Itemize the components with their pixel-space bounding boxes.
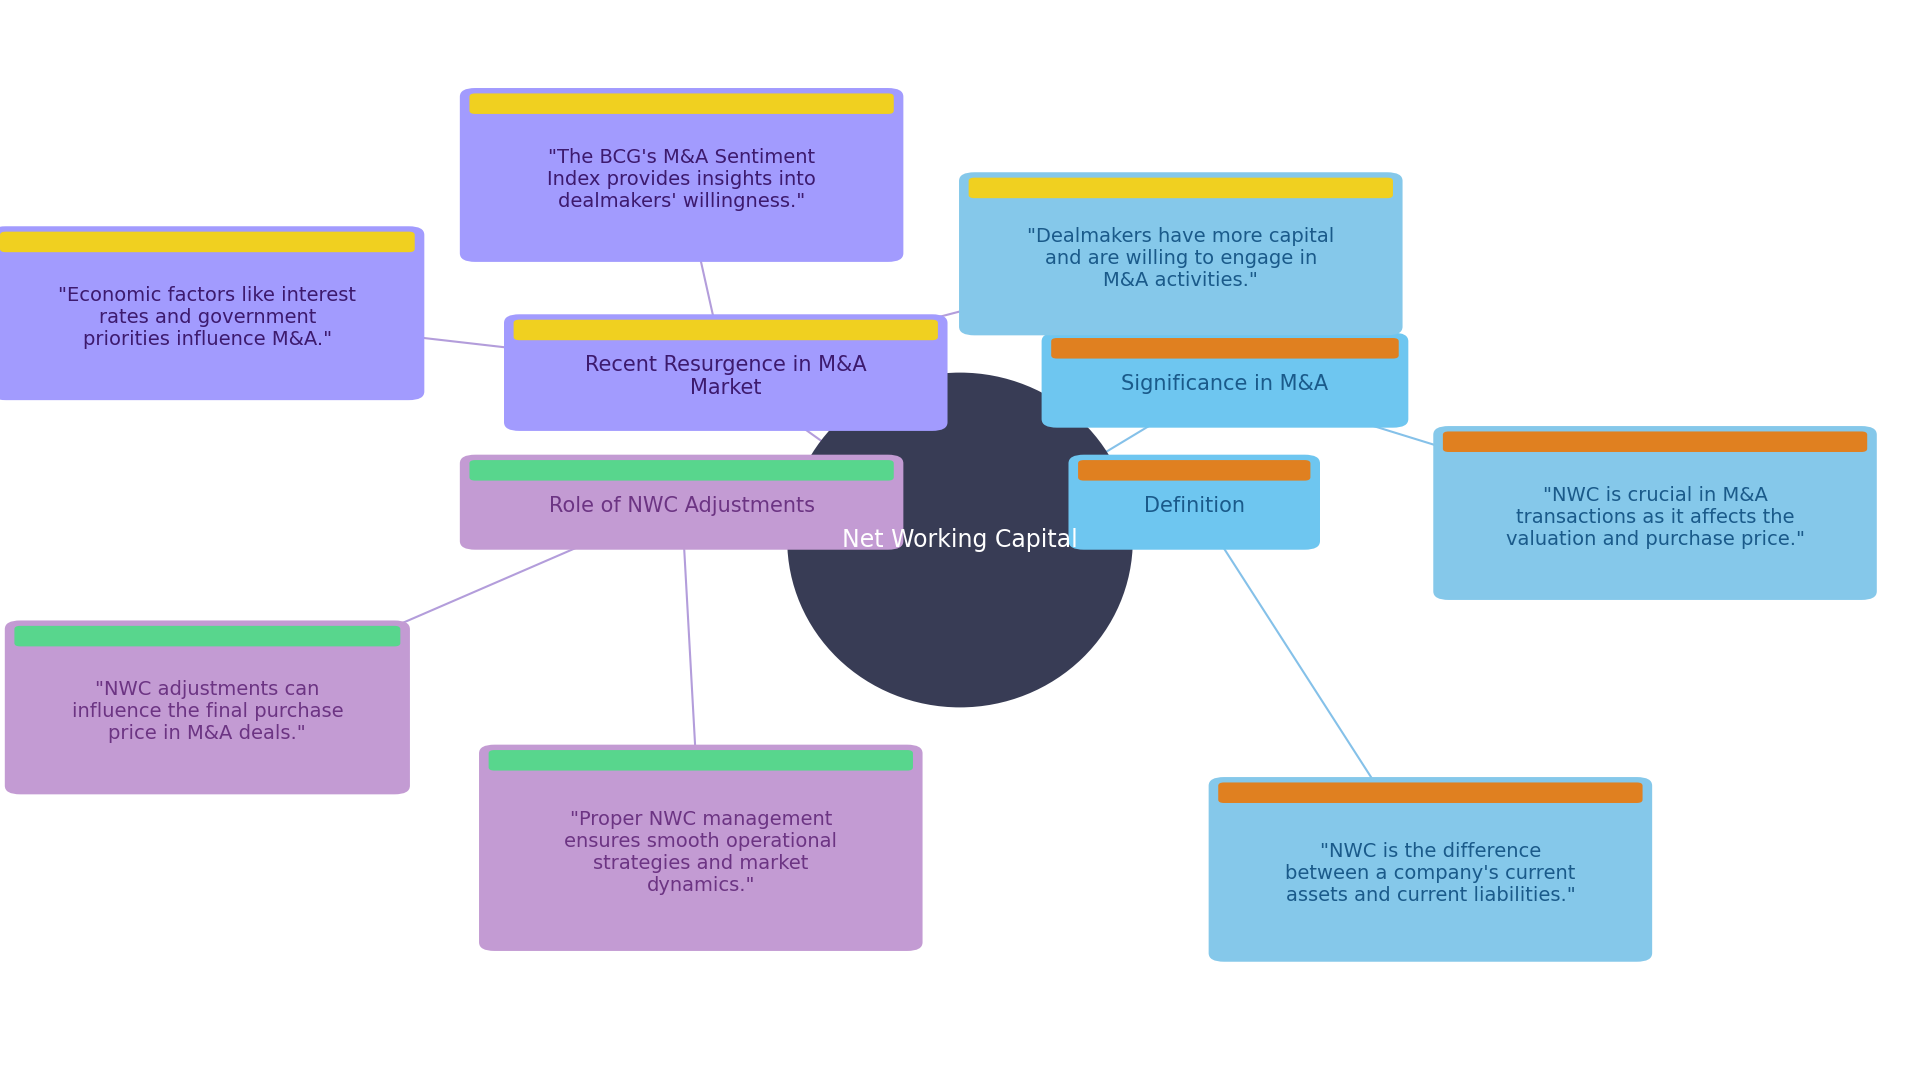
- FancyBboxPatch shape: [461, 455, 902, 550]
- Text: Significance in M&A: Significance in M&A: [1121, 375, 1329, 394]
- FancyBboxPatch shape: [4, 620, 411, 795]
- FancyBboxPatch shape: [13, 626, 401, 646]
- FancyBboxPatch shape: [461, 89, 902, 262]
- FancyBboxPatch shape: [0, 232, 415, 253]
- Text: Recent Resurgence in M&A
Market: Recent Resurgence in M&A Market: [586, 355, 866, 399]
- Text: "NWC is the difference
between a company's current
assets and current liabilitie: "NWC is the difference between a company…: [1284, 842, 1576, 905]
- FancyBboxPatch shape: [503, 314, 948, 431]
- FancyBboxPatch shape: [480, 745, 922, 950]
- FancyBboxPatch shape: [1052, 338, 1398, 359]
- FancyBboxPatch shape: [1432, 427, 1876, 600]
- FancyBboxPatch shape: [468, 94, 893, 114]
- FancyBboxPatch shape: [0, 226, 424, 401]
- FancyBboxPatch shape: [488, 750, 914, 771]
- Text: "The BCG's M&A Sentiment
Index provides insights into
dealmakers' willingness.": "The BCG's M&A Sentiment Index provides …: [547, 148, 816, 211]
- FancyBboxPatch shape: [515, 320, 939, 340]
- FancyBboxPatch shape: [1068, 455, 1321, 550]
- Text: "Dealmakers have more capital
and are willing to engage in
M&A activities.": "Dealmakers have more capital and are wi…: [1027, 227, 1334, 289]
- FancyBboxPatch shape: [1041, 333, 1409, 428]
- FancyBboxPatch shape: [1079, 460, 1309, 481]
- FancyBboxPatch shape: [1210, 778, 1651, 961]
- FancyBboxPatch shape: [968, 177, 1392, 198]
- Text: Definition: Definition: [1144, 497, 1244, 516]
- FancyBboxPatch shape: [1217, 782, 1642, 804]
- FancyBboxPatch shape: [958, 172, 1402, 335]
- Text: "NWC adjustments can
influence the final purchase
price in M&A deals.": "NWC adjustments can influence the final…: [71, 680, 344, 743]
- Text: "Economic factors like interest
rates and government
priorities influence M&A.": "Economic factors like interest rates an…: [58, 286, 357, 349]
- Text: Role of NWC Adjustments: Role of NWC Adjustments: [549, 497, 814, 516]
- FancyBboxPatch shape: [1444, 431, 1866, 451]
- Text: "NWC is crucial in M&A
transactions as it affects the
valuation and purchase pri: "NWC is crucial in M&A transactions as i…: [1505, 486, 1805, 549]
- Text: "Proper NWC management
ensures smooth operational
strategies and market
dynamics: "Proper NWC management ensures smooth op…: [564, 810, 837, 894]
- Ellipse shape: [787, 373, 1133, 707]
- Text: Net Working Capital: Net Working Capital: [843, 528, 1077, 552]
- FancyBboxPatch shape: [468, 460, 893, 481]
